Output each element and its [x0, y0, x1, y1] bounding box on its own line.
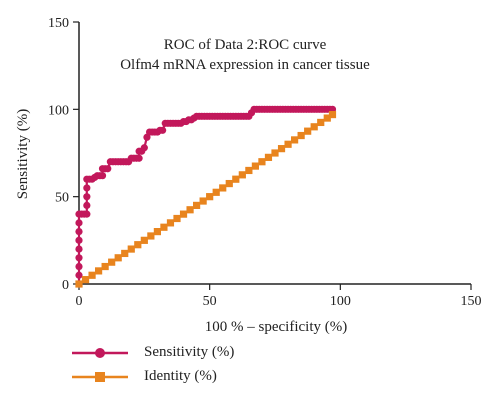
data-point	[108, 258, 116, 266]
legend-swatch-sensitivity	[72, 348, 128, 358]
data-point	[284, 140, 292, 148]
data-point	[153, 228, 161, 236]
data-point	[135, 154, 143, 162]
axes: 0 50 100 150 0 50 100 150	[48, 16, 482, 309]
data-point	[83, 184, 91, 192]
data-point	[75, 245, 83, 253]
data-point	[304, 127, 312, 135]
legend-label-sensitivity: Sensitivity (%)	[144, 344, 235, 360]
data-point	[83, 210, 91, 218]
data-point	[75, 254, 83, 262]
data-point	[232, 175, 240, 183]
plot-series	[75, 105, 337, 288]
data-point	[166, 219, 175, 227]
data-point	[75, 280, 83, 288]
y-tick-label: 100	[48, 103, 69, 118]
data-point	[173, 214, 181, 223]
data-point	[310, 123, 318, 131]
data-point	[328, 110, 337, 119]
data-point	[75, 228, 83, 236]
data-point	[98, 172, 107, 180]
data-point	[140, 236, 148, 244]
chart-title-line-2: Olfm4 mRNA expression in cancer tissue	[120, 57, 370, 73]
data-point	[297, 131, 305, 140]
data-point	[264, 153, 273, 161]
chart-title-line-1: ROC of Data 2:ROC curve	[164, 37, 327, 53]
data-point	[206, 193, 214, 201]
data-point	[186, 206, 194, 214]
data-point	[317, 118, 325, 127]
data-point	[134, 241, 142, 249]
data-point	[83, 201, 91, 209]
chart-title: ROC of Data 2:ROC curve Olfm4 mRNA expre…	[120, 37, 370, 73]
data-point	[95, 267, 103, 275]
y-axis-label: Sensitivity (%)	[15, 109, 31, 199]
data-point	[121, 249, 129, 258]
data-point	[81, 276, 90, 284]
data-point	[101, 262, 109, 271]
legend-swatch-identity	[72, 372, 128, 382]
data-point	[104, 165, 112, 173]
x-axis-label: 100 % – specificity (%)	[205, 319, 347, 335]
data-point	[75, 271, 83, 279]
data-point	[193, 201, 201, 209]
data-point	[140, 144, 148, 152]
data-point	[291, 136, 299, 144]
data-point	[323, 114, 331, 122]
data-point	[238, 171, 246, 179]
data-point	[114, 254, 122, 262]
data-point	[75, 262, 83, 271]
x-tick-label: 0	[76, 294, 83, 309]
data-point	[147, 232, 155, 240]
x-tick-label: 100	[330, 294, 351, 309]
data-point	[127, 245, 135, 253]
data-point	[160, 223, 168, 231]
data-point	[271, 149, 279, 157]
data-point	[88, 271, 96, 279]
data-point	[75, 219, 83, 227]
data-point	[199, 197, 207, 205]
data-point	[212, 188, 220, 196]
data-point	[277, 145, 286, 153]
data-point	[159, 126, 167, 134]
data-point	[83, 193, 91, 201]
data-point	[245, 166, 253, 175]
data-point	[179, 210, 188, 218]
data-point	[258, 158, 266, 166]
data-point	[75, 236, 83, 244]
x-tick-label: 50	[203, 294, 217, 309]
data-point	[219, 184, 227, 192]
y-tick-label: 150	[48, 16, 69, 31]
y-tick-label: 50	[55, 191, 69, 206]
y-tick-label: 0	[62, 278, 69, 293]
x-tick-label: 150	[461, 294, 482, 309]
data-point	[225, 179, 233, 188]
data-point	[251, 162, 259, 170]
series-identity	[75, 110, 337, 288]
legend-label-identity: Identity (%)	[144, 368, 217, 384]
